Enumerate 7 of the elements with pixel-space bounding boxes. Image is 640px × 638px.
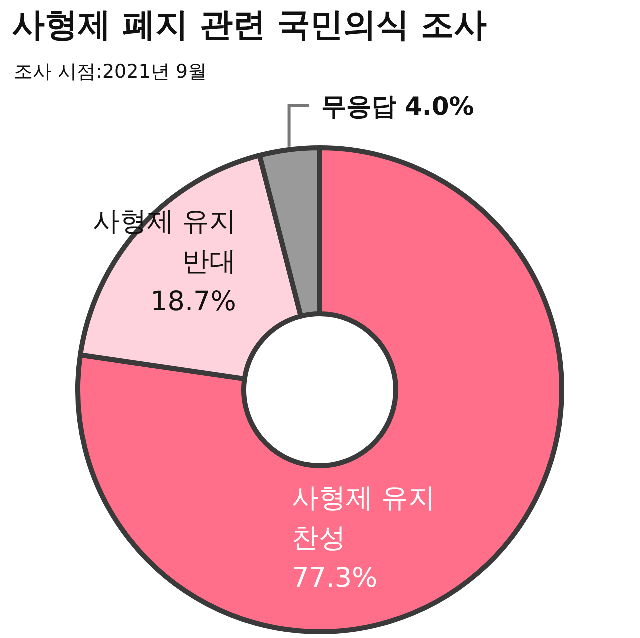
text: 조사 시점:2021년 9월 — [14, 61, 207, 83]
data-label: 18.7% — [150, 286, 236, 318]
slice-label: 무응답 — [321, 92, 396, 121]
chart-title: 사형제 폐지 관련 국민의식 조사 — [12, 5, 487, 44]
data-label: 77.3% — [292, 562, 378, 594]
data-label: 4.0% — [404, 92, 474, 121]
slice-label: 사형제 유지 찬성 — [292, 482, 436, 554]
